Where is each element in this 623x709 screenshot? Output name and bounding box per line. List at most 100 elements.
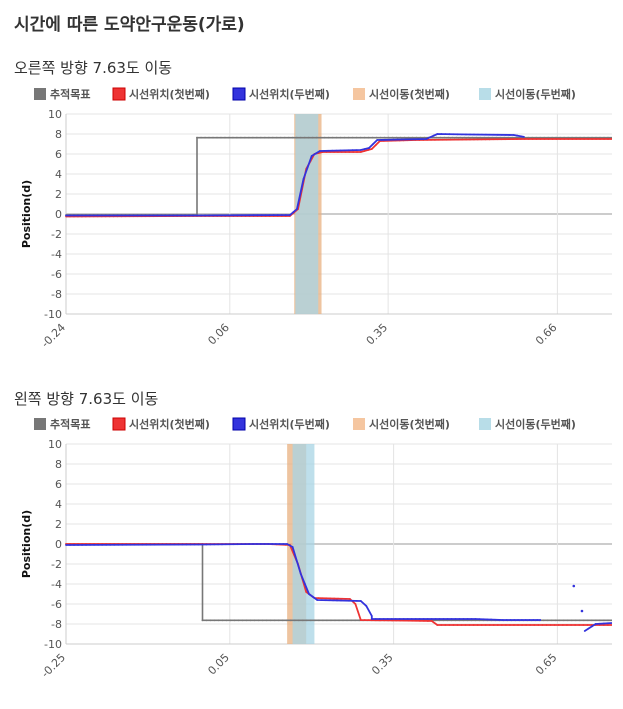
series-point xyxy=(512,134,515,136)
series-point xyxy=(287,136,290,139)
chart-left: 추적목표 시선위치(첫번째) 시선위치(두번째) 시선이동(첫번째) 시선이동(두번째)… xyxy=(0,414,623,704)
series-point xyxy=(264,214,267,217)
series-point xyxy=(245,619,248,622)
series-point xyxy=(100,214,103,217)
series-point xyxy=(184,214,187,217)
series-point xyxy=(220,214,223,217)
series-point xyxy=(311,136,314,139)
series-point xyxy=(265,619,268,622)
series-point xyxy=(466,618,469,620)
legend-swatch xyxy=(479,88,491,100)
series-point xyxy=(112,214,115,217)
y-tick-label: 6 xyxy=(55,478,62,491)
series-point xyxy=(297,619,300,622)
series-point xyxy=(419,136,422,139)
series-point xyxy=(228,136,230,139)
x-tick-label: 0.05 xyxy=(205,651,232,678)
series-point xyxy=(225,619,228,622)
series-point xyxy=(116,214,119,217)
series-point xyxy=(137,543,140,546)
series-point xyxy=(545,624,548,626)
series-point xyxy=(208,214,211,217)
series-point xyxy=(327,136,330,139)
series-point xyxy=(331,136,334,139)
series-point xyxy=(220,136,222,139)
series-point xyxy=(73,544,75,546)
series-point xyxy=(248,136,250,139)
series-point xyxy=(323,136,326,139)
series-point xyxy=(359,149,362,151)
series-point xyxy=(286,543,289,545)
series-point xyxy=(456,624,459,626)
series-point xyxy=(279,136,282,139)
series-point xyxy=(255,136,258,139)
series-point xyxy=(221,543,223,546)
y-tick-label: 8 xyxy=(55,128,62,141)
series-point xyxy=(414,618,417,620)
series-point xyxy=(476,138,479,141)
series-point xyxy=(241,619,244,622)
series-point xyxy=(578,624,581,626)
series-point xyxy=(376,139,379,141)
series-point xyxy=(283,136,286,139)
series-point xyxy=(342,619,344,622)
series-point xyxy=(444,624,447,626)
series-point xyxy=(379,136,382,139)
series-point xyxy=(423,619,425,622)
series-point xyxy=(318,619,320,622)
series-point xyxy=(508,134,511,136)
series-point xyxy=(257,619,260,622)
series-point xyxy=(570,619,573,622)
legend-label: 시선이동(두번째) xyxy=(495,87,576,101)
series-point xyxy=(476,624,479,626)
series-point xyxy=(339,149,342,152)
series-point xyxy=(359,136,362,139)
series-point xyxy=(378,618,381,620)
series-point xyxy=(240,543,243,546)
series-point xyxy=(499,136,502,139)
series-point xyxy=(205,543,208,546)
series-point xyxy=(458,618,461,620)
series-point xyxy=(504,134,507,136)
series-point xyxy=(447,136,450,139)
series-point xyxy=(415,619,417,622)
series-point xyxy=(281,619,284,622)
series-point xyxy=(469,133,471,136)
series-point xyxy=(345,597,347,600)
series-point xyxy=(341,597,343,600)
legend-item: 추적목표 xyxy=(34,417,90,431)
series-point xyxy=(306,166,309,169)
series-point xyxy=(359,151,362,153)
series-point xyxy=(157,543,160,546)
series-point xyxy=(583,630,586,632)
series-point xyxy=(113,543,116,546)
series-point xyxy=(363,136,366,139)
chart-right: 추적목표 시선위치(첫번째) 시선위치(두번째) 시선이동(첫번째) 시선이동(두번째)… xyxy=(0,84,623,374)
series-point xyxy=(355,149,358,151)
series-point xyxy=(200,214,202,217)
series-point xyxy=(92,214,95,217)
series-point xyxy=(484,624,487,626)
series-point xyxy=(160,214,163,217)
series-point xyxy=(473,138,475,141)
series-point xyxy=(537,624,540,626)
series-point xyxy=(244,214,247,217)
series-point xyxy=(543,138,546,140)
series-point xyxy=(284,214,287,216)
series-point xyxy=(244,136,246,139)
series-point xyxy=(358,619,360,622)
series-point xyxy=(333,597,336,600)
series-point xyxy=(527,138,530,140)
series-point xyxy=(248,214,251,217)
series-point xyxy=(120,214,123,217)
series-point xyxy=(77,214,79,217)
series-point xyxy=(520,135,522,138)
series-point xyxy=(84,214,87,217)
series-point xyxy=(488,133,491,136)
page-title: 시간에 따른 도약안구운동(가로) xyxy=(14,15,245,35)
series-point xyxy=(332,599,334,602)
series-point xyxy=(340,151,343,153)
series-point xyxy=(308,593,310,595)
series-point xyxy=(216,214,219,217)
series-point xyxy=(343,136,346,139)
